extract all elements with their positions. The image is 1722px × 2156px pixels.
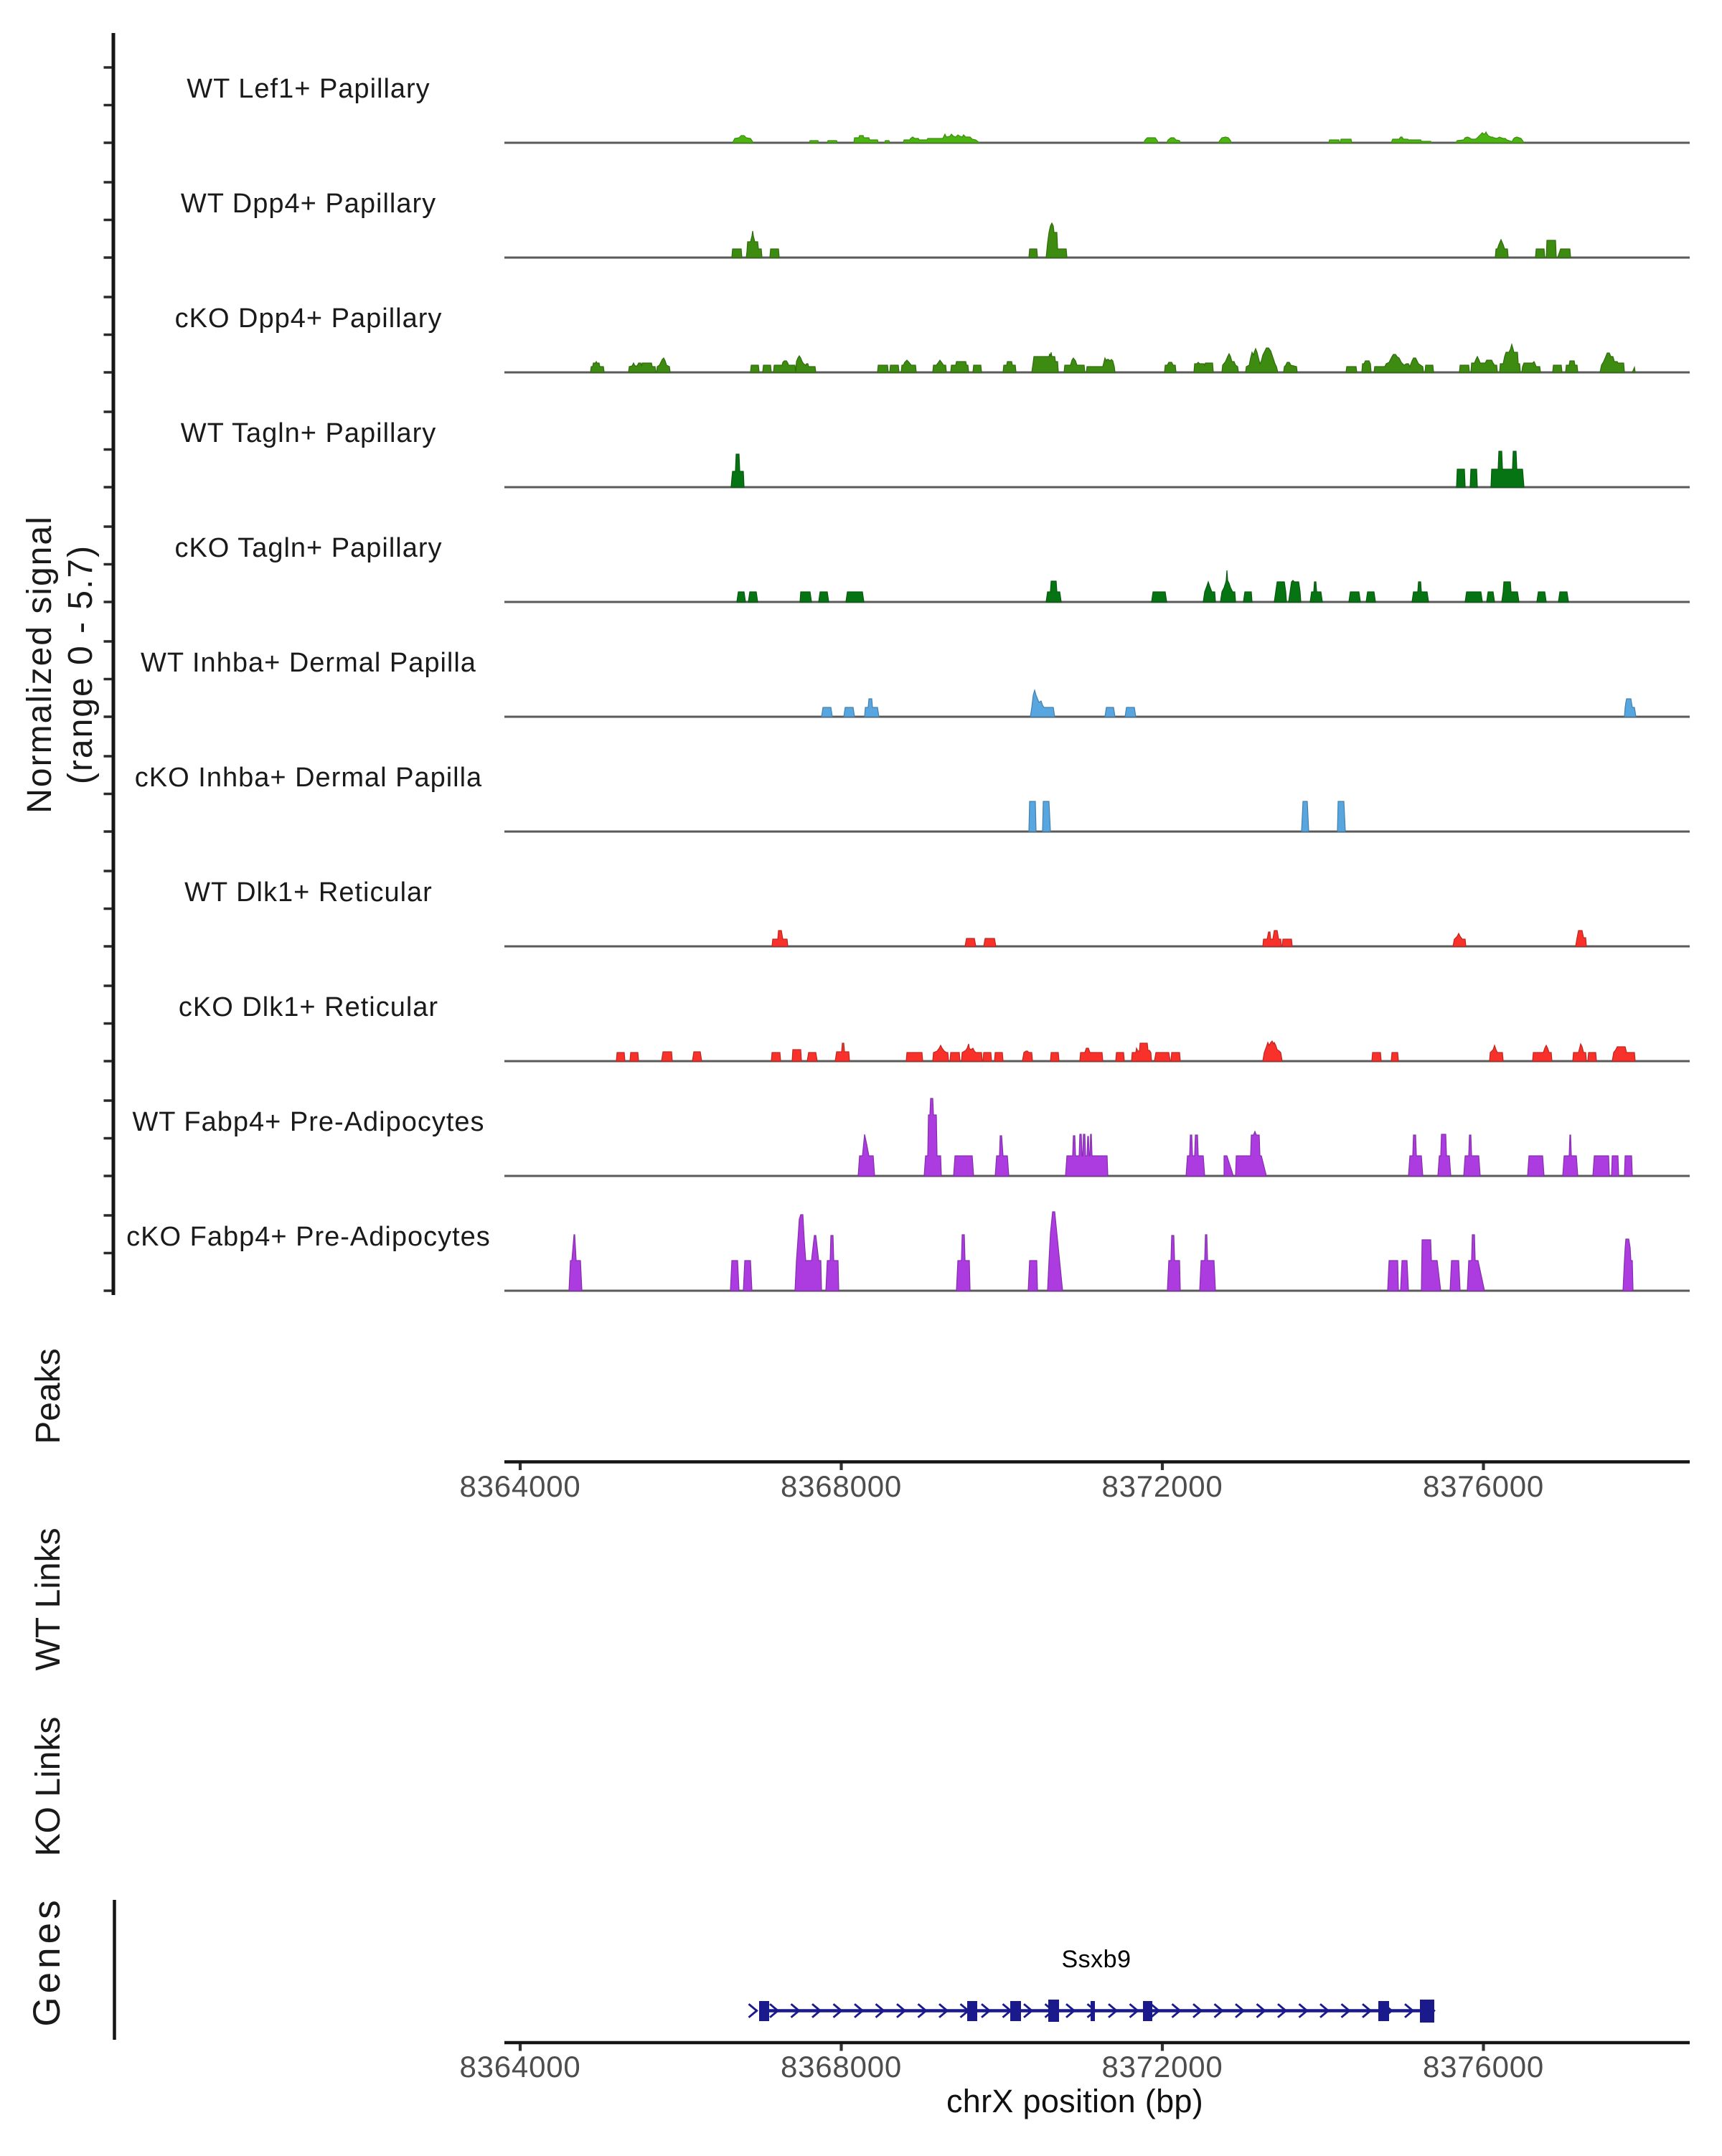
svg-text:WT Lef1+ Papillary: WT Lef1+ Papillary [187, 74, 430, 104]
svg-text:KO Links: KO Links [29, 1717, 67, 1857]
svg-text:chrX position (bp): chrX position (bp) [946, 2083, 1203, 2119]
svg-text:8368000: 8368000 [781, 1469, 902, 1503]
svg-text:Ssxb9: Ssxb9 [1062, 1946, 1131, 1973]
svg-text:WT Fabp4+ Pre-Adipocytes: WT Fabp4+ Pre-Adipocytes [132, 1107, 484, 1137]
svg-text:cKO Dpp4+ Papillary: cKO Dpp4+ Papillary [175, 303, 443, 334]
svg-text:WT Dlk1+ Reticular: WT Dlk1+ Reticular [184, 877, 433, 908]
svg-text:cKO Tagln+ Papillary: cKO Tagln+ Papillary [174, 533, 442, 563]
svg-text:cKO Inhba+ Dermal Papilla: cKO Inhba+ Dermal Papilla [135, 763, 482, 793]
svg-text:WT Inhba+ Dermal Papilla: WT Inhba+ Dermal Papilla [141, 648, 476, 678]
svg-text:Genes: Genes [26, 1896, 68, 2026]
svg-text:Peaks: Peaks [29, 1348, 67, 1444]
svg-text:8364000: 8364000 [459, 1469, 580, 1503]
svg-text:Normalized signal: Normalized signal [21, 515, 59, 814]
svg-text:8376000: 8376000 [1423, 1469, 1544, 1503]
svg-text:8364000: 8364000 [459, 2050, 580, 2084]
svg-text:8368000: 8368000 [781, 2050, 902, 2084]
svg-text:cKO Fabp4+ Pre-Adipocytes: cKO Fabp4+ Pre-Adipocytes [126, 1222, 491, 1252]
svg-text:WT Dpp4+ Papillary: WT Dpp4+ Papillary [181, 189, 436, 219]
svg-text:8372000: 8372000 [1101, 2050, 1223, 2084]
svg-text:WT Links: WT Links [29, 1527, 67, 1670]
svg-text:8372000: 8372000 [1101, 1469, 1223, 1503]
svg-text:(range 0 - 5.7): (range 0 - 5.7) [62, 545, 100, 784]
svg-text:8376000: 8376000 [1423, 2050, 1544, 2084]
svg-text:cKO Dlk1+ Reticular: cKO Dlk1+ Reticular [179, 992, 438, 1022]
svg-text:WT Tagln+ Papillary: WT Tagln+ Papillary [181, 418, 437, 448]
